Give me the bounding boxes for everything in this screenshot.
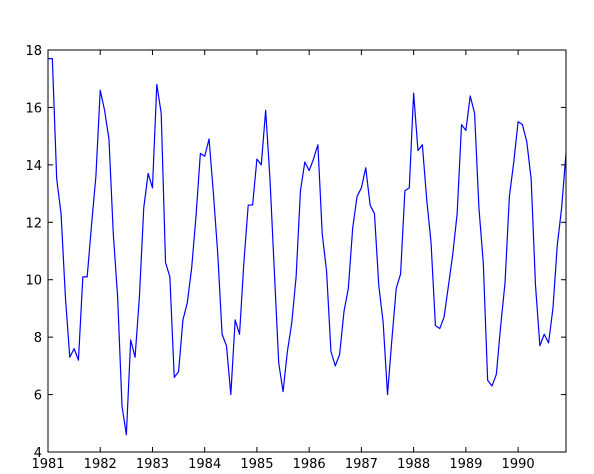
x-tick-label: 1987 (345, 457, 378, 472)
plot-frame (47, 49, 567, 453)
y-tick-label: 14 (25, 159, 42, 174)
series-line-0 (48, 58, 567, 436)
x-tick-label: 1981 (31, 457, 64, 472)
x-tick-label: 1989 (449, 457, 482, 472)
plot-layer (48, 58, 567, 436)
plot-background (48, 50, 566, 452)
y-tick-label: 16 (25, 101, 42, 116)
x-tick-label: 1986 (293, 457, 326, 472)
y-tick-label: 6 (34, 389, 42, 404)
y-tick-label: 8 (34, 331, 42, 346)
x-tick-label: 1983 (136, 457, 169, 472)
x-tick-label: 1990 (502, 457, 535, 472)
y-tick-label: 12 (25, 216, 42, 231)
x-tick-label: 1988 (397, 457, 430, 472)
y-tick-label: 4 (34, 446, 42, 461)
y-tick-label: 10 (25, 274, 42, 289)
x-tick-label: 1985 (240, 457, 273, 472)
x-tick-label: 1982 (84, 457, 117, 472)
x-tick-label: 1984 (188, 457, 221, 472)
y-tick-label: 18 (25, 44, 42, 59)
